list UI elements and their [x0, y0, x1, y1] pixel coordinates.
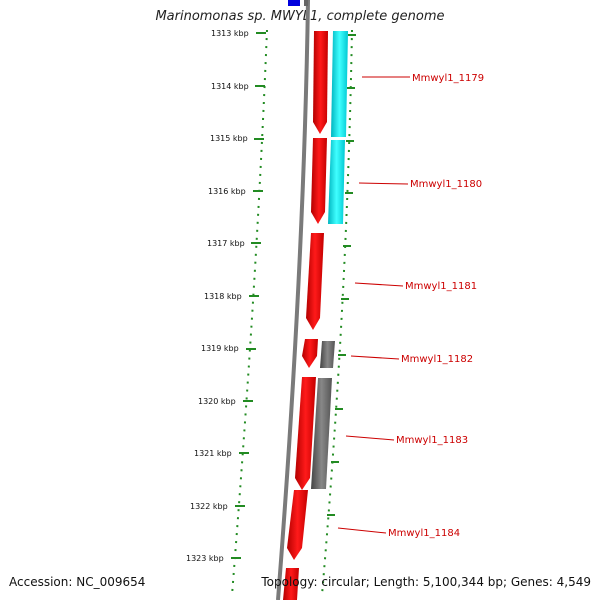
forward-genes: [283, 31, 328, 600]
gene-mmwyl1-1184[interactable]: [287, 490, 308, 560]
topology-text: Topology: circular; Length: 5,100,344 bp…: [261, 575, 591, 589]
right-ruler-line: [321, 29, 353, 596]
tick-label: 1320 kbp: [198, 397, 236, 406]
gene-mmwyl1-1181[interactable]: [306, 233, 324, 330]
reverse-gene-gray-2[interactable]: [311, 378, 332, 489]
right-tick-marks: [327, 34, 356, 516]
tick-label: 1316 kbp: [208, 187, 246, 196]
gene-label[interactable]: Mmwyl1_1184: [388, 528, 460, 539]
reverse-genes: [311, 31, 348, 489]
gene-mmwyl1-1180[interactable]: [311, 138, 327, 224]
leader-line: [350, 355, 400, 360]
gene-mmwyl1-1179[interactable]: [313, 31, 328, 134]
top-gene-segment-right: [304, 0, 308, 6]
gene-label[interactable]: Mmwyl1_1180: [410, 179, 482, 190]
gene-label[interactable]: Mmwyl1_1181: [405, 281, 477, 292]
leader-line: [345, 435, 395, 441]
tick-marks: [231, 32, 266, 559]
gene-labels: Mmwyl1_1179 Mmwyl1_1180 Mmwyl1_1181 Mmwy…: [388, 73, 484, 539]
leader-line: [337, 527, 387, 534]
reverse-gene-cyan-2[interactable]: [328, 140, 345, 224]
tick-label: 1318 kbp: [204, 292, 242, 301]
tick-labels: 1313 kbp 1314 kbp 1315 kbp 1316 kbp 1317…: [186, 29, 249, 563]
leader-line: [358, 182, 409, 185]
gene-mmwyl1-1182[interactable]: [302, 339, 318, 368]
reverse-gene-cyan-1[interactable]: [331, 31, 348, 137]
genome-title: Marinomonas sp. MWYL1, complete genome: [155, 9, 445, 24]
tick-label: 1313 kbp: [211, 29, 249, 38]
tick-label: 1321 kbp: [194, 449, 232, 458]
gene-label[interactable]: Mmwyl1_1183: [396, 435, 468, 446]
tick-label: 1314 kbp: [211, 82, 249, 91]
tick-label: 1322 kbp: [190, 502, 228, 511]
gene-next[interactable]: [283, 568, 299, 600]
accession-text: Accession: NC_009654: [9, 575, 146, 589]
gene-label[interactable]: Mmwyl1_1182: [401, 354, 473, 365]
gene-mmwyl1-1183[interactable]: [295, 377, 316, 490]
gene-label[interactable]: Mmwyl1_1179: [412, 73, 484, 84]
tick-label: 1315 kbp: [210, 134, 248, 143]
leader-line: [354, 282, 404, 287]
tick-label: 1317 kbp: [207, 239, 245, 248]
tick-label: 1323 kbp: [186, 554, 224, 563]
left-ruler-line: [231, 29, 268, 596]
tick-label: 1319 kbp: [201, 344, 239, 353]
backbone-line: [276, 0, 310, 600]
label-lines: [337, 76, 410, 534]
top-gene-segment: [288, 0, 300, 6]
reverse-gene-gray-1[interactable]: [320, 341, 335, 368]
